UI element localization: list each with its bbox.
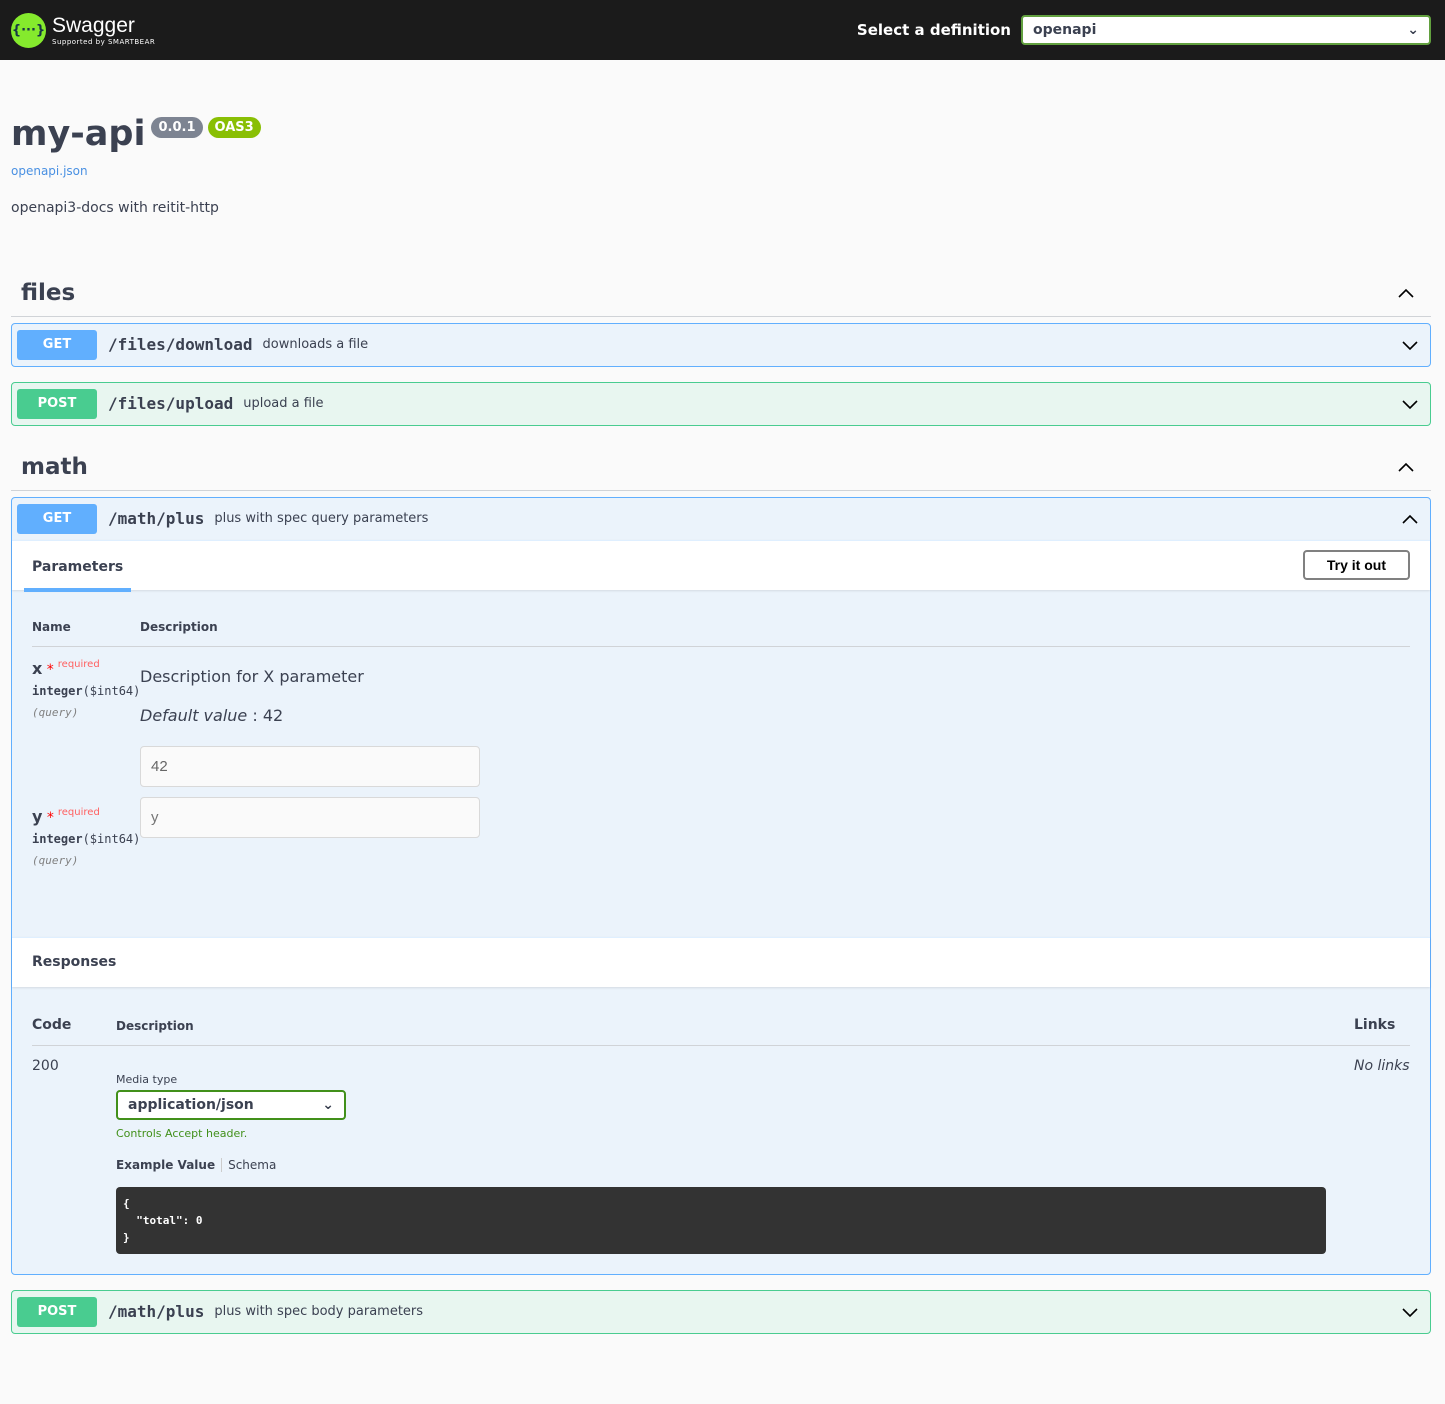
- operation-summary: plus with spec body parameters: [214, 1304, 424, 1319]
- chevron-down-icon: ⌄: [1407, 22, 1419, 38]
- operation-path: /files/download: [108, 335, 253, 354]
- spec-link[interactable]: openapi.json: [11, 163, 88, 178]
- chevron-down-icon: [1402, 340, 1418, 350]
- example-code-block: { "total": 0 }: [116, 1186, 1326, 1254]
- default-value: : 42: [252, 705, 284, 725]
- tab-example-value[interactable]: Example Value: [116, 1157, 223, 1172]
- param-type: integer: [32, 683, 83, 698]
- operation-path: /math/plus: [108, 1302, 205, 1321]
- param-format: ($int64): [82, 831, 141, 846]
- operation-path: /math/plus: [108, 509, 205, 528]
- response-code: 200: [32, 1057, 59, 1074]
- api-title: my-api: [11, 114, 146, 154]
- param-type: integer: [32, 831, 83, 846]
- default-label: Default value: [140, 705, 248, 725]
- param-name: x: [32, 658, 43, 678]
- param-y-input[interactable]: [140, 796, 480, 838]
- swagger-logo-icon: {···}: [11, 12, 46, 48]
- operation-summary: upload a file: [243, 396, 324, 411]
- tag-files[interactable]: files: [11, 280, 1431, 317]
- controls-accept-text: Controls Accept header.: [116, 1126, 248, 1140]
- chevron-down-icon: [1402, 399, 1418, 409]
- col-description: Description: [116, 1018, 194, 1033]
- param-in: (query): [32, 705, 79, 719]
- col-links: Links: [1354, 1016, 1396, 1033]
- media-type-value: application/json: [128, 1096, 254, 1113]
- chevron-down-icon: ⌄: [322, 1096, 334, 1113]
- operation-get-files-download[interactable]: GET/files/download downloads a file: [11, 322, 1431, 367]
- logo-sub: Supported by SMARTBEAR: [52, 37, 156, 46]
- oas-badge: OAS3: [207, 117, 261, 138]
- version-badge: 0.0.1: [151, 117, 203, 138]
- media-type-label: Media type: [116, 1072, 178, 1086]
- param-row-y: y * required integer($int64) (query): [32, 787, 1410, 867]
- operation-path: /files/upload: [108, 394, 234, 413]
- param-name: y: [32, 806, 43, 826]
- tab-parameters[interactable]: Parameters: [24, 546, 132, 592]
- col-description: Description: [140, 619, 218, 634]
- responses-title: Responses: [32, 954, 117, 970]
- tag-name: files: [21, 279, 76, 306]
- param-description: Description for X parameter: [140, 666, 364, 686]
- operation-summary: plus with spec query parameters: [214, 511, 429, 526]
- method-badge: POST: [17, 1296, 97, 1327]
- operation-post-files-upload[interactable]: POST/files/upload upload a file: [11, 381, 1431, 426]
- required-star: *: [46, 809, 54, 826]
- param-x-input[interactable]: [140, 745, 480, 787]
- col-code: Code: [32, 1016, 72, 1033]
- param-row-x: x * required integer($int64) (query) Desc…: [32, 647, 1410, 787]
- method-badge: GET: [17, 329, 97, 360]
- col-name: Name: [32, 619, 71, 634]
- api-description: openapi3-docs with reitit-http: [11, 199, 219, 216]
- try-it-out-button[interactable]: Try it out: [1302, 550, 1410, 580]
- param-in: (query): [32, 853, 79, 867]
- required-star: *: [46, 661, 54, 678]
- operation-get-math-plus: GET/math/plus plus with spec query parame…: [11, 496, 1431, 1275]
- chevron-up-icon: [1402, 514, 1418, 524]
- tag-math[interactable]: math: [11, 454, 1431, 491]
- chevron-up-icon: [1398, 288, 1414, 298]
- operation-post-math-plus[interactable]: POST/math/plus plus with spec body parame…: [11, 1289, 1431, 1334]
- tab-schema[interactable]: Schema: [228, 1157, 277, 1172]
- tag-name: math: [21, 453, 88, 480]
- response-row: 200 Media type application/json ⌄ Control…: [32, 1046, 1410, 1254]
- logo-name: Swagger: [52, 13, 135, 37]
- definition-select[interactable]: openapi ⌄: [1021, 15, 1431, 45]
- method-badge: GET: [17, 503, 97, 534]
- topbar: {···} Swagger Supported by SMARTBEAR Sele…: [0, 0, 1445, 60]
- method-badge: POST: [17, 388, 97, 419]
- media-type-select[interactable]: application/json ⌄: [116, 1089, 346, 1120]
- definition-label: Select a definition: [856, 21, 1011, 39]
- param-format: ($int64): [82, 683, 141, 698]
- operation-header[interactable]: GET/math/plus plus with spec query parame…: [12, 498, 1430, 540]
- operation-summary: downloads a file: [262, 337, 369, 352]
- swagger-logo[interactable]: {···} Swagger Supported by SMARTBEAR: [11, 12, 156, 48]
- no-links: No links: [1354, 1057, 1410, 1074]
- required-label: required: [57, 806, 100, 818]
- definition-value: openapi: [1033, 22, 1097, 38]
- required-label: required: [57, 658, 100, 670]
- chevron-up-icon: [1398, 462, 1414, 472]
- chevron-down-icon: [1402, 1307, 1418, 1317]
